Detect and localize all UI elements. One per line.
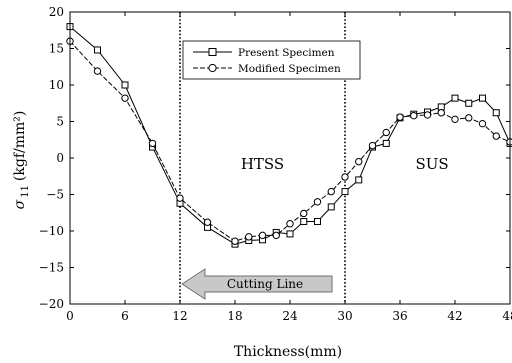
cutting-line-label: Cutting Line (227, 277, 303, 291)
y-tick-label: −20 (39, 297, 64, 311)
data-point-modified-specimen (327, 187, 335, 196)
y-tick-label: 5 (56, 115, 64, 129)
y-tick-label: −5 (46, 188, 64, 202)
arrow-shape (181, 268, 333, 300)
region-label-htss: HTSS (241, 155, 284, 173)
y-axis-unit: (kgf/mm²) (12, 111, 28, 181)
data-point-modified-specimen (492, 132, 500, 140)
data-point-modified-specimen (245, 233, 253, 241)
x-tick-label: 24 (282, 309, 298, 323)
data-point-modified-specimen (437, 109, 445, 117)
axis-ticks: 0 6 12 18 24 30 36 42 48 −20 −15 −10 −5 0 5 10 15 20 (39, 5, 512, 323)
data-point-modified-specimen (465, 114, 473, 122)
data-point-present-specimen (327, 203, 335, 211)
legend-label-present: Present Specimen (238, 47, 335, 59)
data-point-modified-specimen (300, 209, 308, 218)
data-point-present-specimen (355, 176, 363, 184)
data-point-present-specimen (451, 94, 459, 102)
data-point-present-specimen (479, 94, 486, 102)
legend-label-modified: Modified Specimen (238, 63, 341, 75)
legend: Present Specimen Modified Specimen (182, 40, 361, 80)
y-axis-sigma: σ (12, 199, 28, 209)
data-point-present-specimen (465, 99, 473, 107)
data-point-present-specimen (382, 139, 390, 147)
data-point-modified-specimen (355, 157, 363, 166)
data-point-present-specimen (94, 46, 101, 54)
cutting-line-arrow: Cutting Line (181, 268, 333, 300)
data-point-modified-specimen (313, 198, 322, 206)
data-point-modified-specimen (423, 111, 432, 119)
data-point-modified-specimen (272, 231, 280, 240)
x-tick-label: 30 (337, 309, 352, 323)
data-point-present-specimen (300, 218, 308, 226)
x-axis-title: Thickness(mm) (234, 344, 342, 360)
data-point-modified-specimen (410, 111, 418, 120)
y-axis-title: σ11 (kgf/mm²) (12, 111, 31, 210)
y-axis-subscript: 11 (20, 185, 31, 198)
y-tick-label: 0 (56, 151, 64, 165)
legend-marker-modified (208, 63, 217, 73)
x-tick-label: 42 (447, 309, 462, 323)
data-point-modified-specimen (176, 194, 184, 202)
x-tick-label: 6 (121, 309, 129, 323)
data-point-modified-specimen (341, 173, 349, 181)
data-point-modified-specimen (231, 237, 239, 245)
svg-text:σ11(kgf/mm²): σ11 (kgf/mm²) (12, 111, 31, 210)
data-point-present-specimen (286, 230, 294, 238)
data-point-modified-specimen (368, 141, 377, 150)
region-label-sus: SUS (415, 155, 448, 173)
x-tick-label: 36 (392, 309, 407, 323)
x-tick-label: 0 (66, 309, 74, 323)
y-tick-label: −10 (39, 224, 64, 238)
data-series (66, 23, 512, 248)
y-tick-label: 15 (49, 42, 64, 56)
data-point-modified-specimen (286, 220, 294, 228)
data-point-modified-specimen (258, 231, 267, 240)
data-point-present-specimen (314, 218, 321, 226)
data-point-modified-specimen (451, 115, 459, 124)
x-tick-label: 48 (502, 309, 512, 323)
data-point-present-specimen (341, 188, 349, 196)
data-point-modified-specimen (382, 128, 390, 137)
y-tick-label: 10 (49, 78, 64, 92)
legend-marker-present (208, 48, 217, 56)
x-tick-label: 18 (227, 309, 242, 323)
data-point-present-specimen (492, 109, 500, 117)
x-tick-label: 12 (172, 309, 187, 323)
plot-frame (69, 11, 511, 305)
data-point-present-specimen (437, 103, 445, 111)
data-point-modified-specimen (396, 113, 404, 121)
y-tick-label: −15 (39, 261, 64, 275)
legend-box (182, 40, 361, 80)
y-tick-label: 20 (49, 5, 64, 19)
data-point-modified-specimen (121, 94, 129, 102)
data-point-modified-specimen (93, 67, 102, 75)
data-point-modified-specimen (506, 138, 512, 146)
data-point-modified-specimen (478, 119, 487, 128)
data-point-present-specimen (121, 81, 129, 89)
data-point-modified-specimen (148, 139, 157, 148)
data-point-modified-specimen (203, 218, 212, 226)
